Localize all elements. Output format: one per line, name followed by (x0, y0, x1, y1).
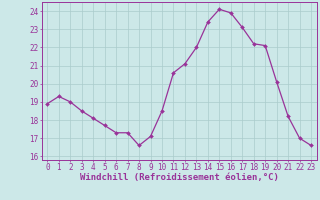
X-axis label: Windchill (Refroidissement éolien,°C): Windchill (Refroidissement éolien,°C) (80, 173, 279, 182)
